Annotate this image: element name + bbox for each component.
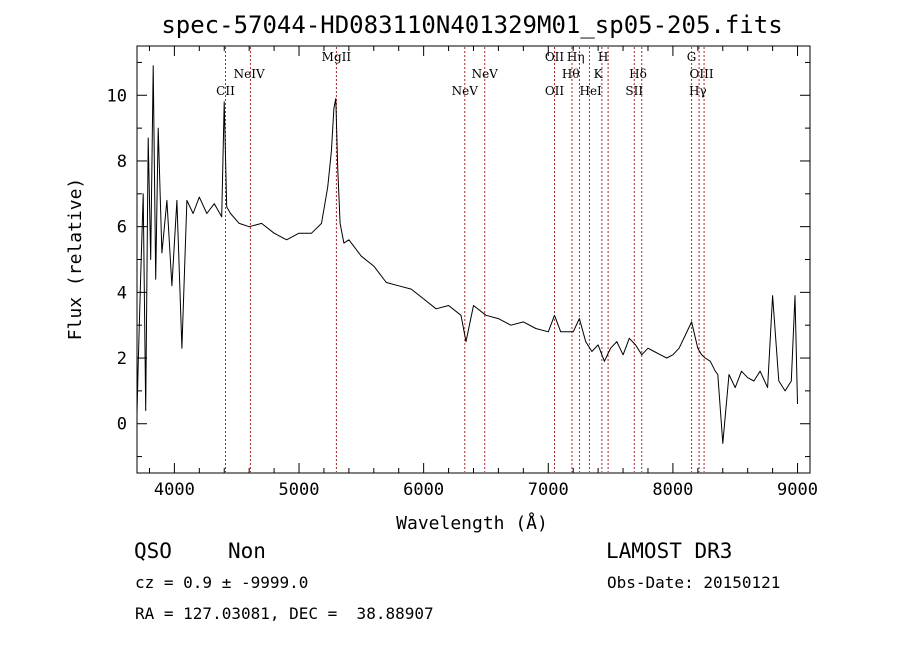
- y-tick-label: 6: [117, 218, 127, 238]
- chart-title: spec-57044-HD083110N401329M01_sp05-205.f…: [161, 11, 782, 39]
- line-label: G: [687, 50, 697, 64]
- info-survey: LAMOST DR3: [606, 539, 733, 563]
- series-layer: [136, 65, 798, 444]
- line-label: CII: [216, 84, 235, 98]
- x-tick-label: 7000: [528, 480, 569, 500]
- x-tick-label: 9000: [777, 480, 818, 500]
- y-tick-label: 0: [117, 415, 127, 435]
- x-tick-label: 4000: [154, 480, 195, 500]
- line-label: Hθ: [562, 67, 580, 81]
- plot-frame: [136, 45, 811, 474]
- line-label: OII: [545, 84, 565, 98]
- y-ticks: 0 2 4 6 8 10: [107, 61, 810, 458]
- info-obs-date: Obs-Date: 20150121: [607, 573, 781, 592]
- info-subclass: Non: [228, 539, 266, 563]
- line-label: Hγ: [689, 84, 707, 98]
- line-label: K: [594, 67, 604, 81]
- x-axis-label: Wavelength (Å): [396, 512, 548, 534]
- line-label: Hη: [567, 50, 585, 64]
- x-tick-label: 8000: [652, 480, 693, 500]
- info-class: QSO: [134, 539, 172, 563]
- line-label: H: [598, 50, 608, 64]
- line-label: HeI: [579, 84, 602, 98]
- x-tick-label: 6000: [403, 480, 444, 500]
- line-label: MgII: [322, 50, 352, 64]
- y-tick-label: 2: [117, 349, 127, 369]
- line-label: OII: [545, 50, 565, 64]
- line-label: NeIV: [234, 67, 265, 81]
- line-label: Hδ: [629, 67, 647, 81]
- line-label: NeV: [452, 84, 479, 98]
- line-label: NeV: [472, 67, 499, 81]
- line-label: OIII: [690, 67, 714, 81]
- y-tick-label: 8: [117, 152, 127, 172]
- y-tick-label: 4: [117, 283, 127, 303]
- marker-lines: [224, 47, 705, 472]
- x-tick-label: 5000: [279, 480, 320, 500]
- info-coords: RA = 127.03081, DEC = 38.88907: [135, 604, 434, 623]
- y-tick-label: 10: [107, 86, 127, 106]
- x-ticks: 4000 5000 6000 7000 8000 9000: [148, 46, 818, 500]
- line-label: SII: [625, 84, 643, 98]
- info-cz: cz = 0.9 ± -9999.0: [135, 573, 309, 592]
- y-axis-label: Flux (relative): [65, 178, 86, 341]
- spectrum-line: [136, 65, 798, 444]
